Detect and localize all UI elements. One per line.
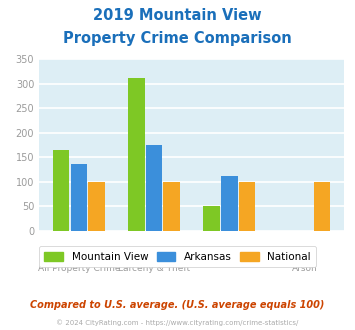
Bar [128,78,145,231]
Bar [53,150,70,231]
Bar [146,145,162,231]
Text: Property Crime Comparison: Property Crime Comparison [63,31,292,46]
Bar [221,176,237,231]
Text: Compared to U.S. average. (U.S. average equals 100): Compared to U.S. average. (U.S. average … [30,300,325,310]
Text: © 2024 CityRating.com - https://www.cityrating.com/crime-statistics/: © 2024 CityRating.com - https://www.city… [56,319,299,326]
Legend: Mountain View, Arkansas, National: Mountain View, Arkansas, National [39,247,316,267]
Bar [314,182,331,231]
Bar [203,207,220,231]
Bar [239,182,255,231]
Bar [88,182,105,231]
Text: Burglary: Burglary [135,250,173,259]
Text: 2019 Mountain View: 2019 Mountain View [93,8,262,23]
Text: Larceny & Theft: Larceny & Theft [118,264,190,273]
Text: All Property Crime: All Property Crime [38,264,120,273]
Bar [164,182,180,231]
Text: Motor Vehicle Theft: Motor Vehicle Theft [185,250,273,259]
Text: Arson: Arson [292,264,317,273]
Bar [71,164,87,231]
